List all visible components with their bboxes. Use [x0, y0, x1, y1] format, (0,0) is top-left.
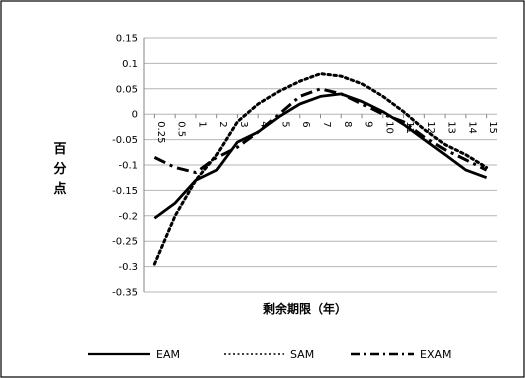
y-axis-label-char: 点 [53, 181, 66, 197]
y-axis-label-char: 分 [53, 161, 66, 177]
legend-label-eam: EAM [156, 348, 180, 361]
x-tick-label: 5 [279, 121, 290, 127]
gridlines [143, 37, 497, 293]
x-tick-label: 10 [383, 121, 394, 134]
x-tick-label: 0.5 [176, 121, 187, 137]
x-tick-label: 8 [342, 121, 353, 127]
y-tick-labels: 0.15 0.1 0.05 0 -0.05 -0.1 -0.15 -0.2 -0.25 -0.3 -… [112, 34, 138, 299]
y-tick-label: -0.1 [118, 161, 138, 172]
legend-label-exam: EXAM [420, 348, 452, 361]
y-tick-label: -0.15 [112, 186, 138, 197]
x-tick-label: 9 [363, 121, 374, 127]
x-tick-label: 15 [487, 121, 498, 134]
x-tick-labels: 0.25 0.5 1 2 3 4 5 6 7 8 9 10 11 12 13 14 15 [153, 114, 498, 143]
x-tick-label: 3 [238, 121, 249, 127]
x-axis-label: 剩余期限（年） [263, 301, 347, 316]
y-tick-label: -0.35 [112, 288, 138, 299]
x-tick-label: 7 [321, 121, 332, 127]
y-tick-label: -0.2 [118, 211, 138, 222]
y-axis-label-char: 百 [53, 142, 66, 157]
x-tick-label: 12 [425, 121, 436, 134]
x-tick-label: 4 [259, 121, 270, 127]
x-tick-label: 13 [446, 121, 457, 134]
y-axis-label: 百分点 [53, 142, 66, 197]
y-tick-label: -0.25 [112, 237, 138, 248]
series-line-exam [153, 87, 488, 175]
x-tick-label: 14 [466, 121, 477, 134]
x-tick-label: 1 [196, 121, 207, 127]
y-tick-label: 0.05 [116, 84, 138, 95]
y-tick-label: -0.3 [118, 262, 138, 273]
series-lines [152, 72, 489, 266]
x-tick-label: 2 [217, 121, 228, 127]
legend: EAM SAM EXAM [88, 348, 452, 361]
y-tick-label: 0.1 [122, 59, 138, 70]
series-line-eam [153, 92, 488, 220]
legend-label-sam: SAM [290, 348, 314, 361]
y-tick-label: 0.15 [116, 34, 138, 45]
x-tick-label: 0.25 [155, 121, 166, 143]
y-tick-label: 0 [132, 110, 138, 121]
x-tick-label: 6 [300, 121, 311, 127]
y-tick-label: -0.05 [112, 135, 138, 146]
